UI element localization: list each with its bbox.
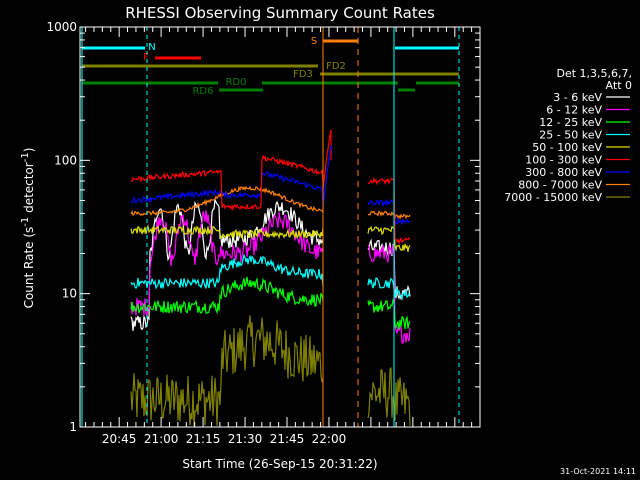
legend-entry-label: 12 - 25 keV (539, 116, 602, 129)
y-label-sup1: -1 (20, 217, 31, 227)
series-12-25-kev (130, 276, 411, 330)
legend-entry-label: 800 - 7000 keV (518, 179, 602, 192)
x-tick-label: 20:45 (102, 432, 137, 446)
y-axis-label: Count Rate (s-1 detector-1) (20, 148, 36, 309)
series-7000-15000-kev (130, 315, 411, 427)
x-tick-label: 21:15 (186, 432, 221, 446)
legend-entry-label: 50 - 100 keV (532, 141, 602, 154)
x-tick-label: 21:30 (228, 432, 263, 446)
y-label-sup2: -1 (20, 152, 31, 162)
flag-label: S (311, 36, 317, 47)
y-tick-label: 1 (69, 420, 77, 434)
y-label-end: ) (22, 148, 36, 153)
series-50-100-kev (130, 224, 411, 252)
x-tick-label: 22:00 (312, 432, 347, 446)
y-label-mid: detector (22, 162, 36, 217)
plot-frame (79, 26, 481, 428)
y-tick-label: 100 (54, 153, 77, 167)
spike-red (322, 129, 332, 190)
series-300-800-kev (130, 171, 411, 226)
series-25-50-kev (130, 253, 411, 301)
legend-header: Att 0 (606, 79, 632, 92)
legend-entry-label: 25 - 50 keV (539, 129, 602, 142)
y-tick-label: 1000 (46, 20, 77, 34)
flag-label: RD0 (225, 77, 246, 88)
x-axis-label: Start Time (26-Sep-15 20:31:22) (182, 457, 377, 471)
flag-label: F (143, 52, 149, 63)
flag-layer: NF S FD2 FD3 RD0 RD6 (81, 27, 460, 427)
flag-label: RD6 (192, 86, 213, 97)
chart-title: RHESSI Observing Summary Count Rates (125, 4, 435, 22)
timestamp: 31-Oct-2021 14:11 (560, 467, 636, 476)
y-tick-label: 10 (62, 287, 77, 301)
legend-entry-label: 6 - 12 keV (546, 104, 602, 117)
y-label-main: Count Rate (s (22, 227, 36, 309)
legend-entry-label: 300 - 800 keV (525, 166, 602, 179)
spike-blue (322, 145, 332, 207)
data-layer (130, 129, 411, 427)
x-tick-label: 21:45 (270, 432, 305, 446)
legend-entry-label: 7000 - 15000 keV (504, 191, 602, 204)
flag-label: FD2 (326, 61, 346, 72)
flag-label: FD3 (293, 69, 313, 80)
axes-layer: 1 10 100 1000 20:45 21:00 21:15 21:30 21:45 22:00 (46, 20, 481, 446)
legend-entry-label: 3 - 6 keV (553, 91, 602, 104)
legend-header: Det 1,3,5,6,7, (556, 67, 632, 80)
series-100-300-kev (130, 154, 411, 245)
legend-entry-label: 100 - 300 keV (525, 154, 602, 167)
x-tick-label: 21:00 (144, 432, 179, 446)
flag-label: N (148, 42, 155, 53)
